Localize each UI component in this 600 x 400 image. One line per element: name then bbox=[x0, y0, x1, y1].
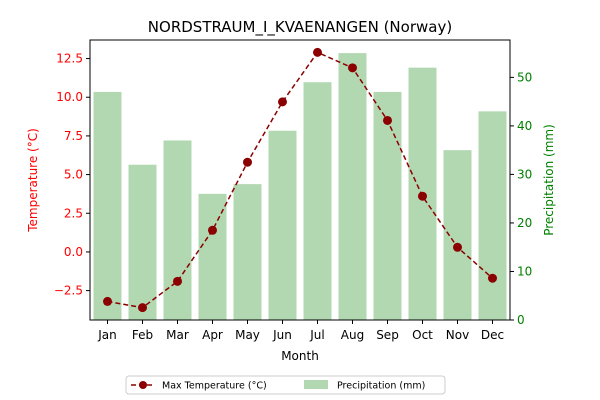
x-tick-label: Oct bbox=[412, 328, 433, 342]
left-tick-label: 10.0 bbox=[56, 90, 83, 104]
x-tick-label: Mar bbox=[166, 328, 189, 342]
plot-frame bbox=[89, 39, 511, 321]
precipitation-bar bbox=[443, 150, 472, 320]
precipitation-bar bbox=[163, 140, 192, 320]
right-tick-label: 0 bbox=[517, 313, 525, 327]
precipitation-bar bbox=[198, 193, 227, 320]
left-tick-label: 7.5 bbox=[64, 129, 83, 143]
left-tick-label: 2.5 bbox=[64, 206, 83, 220]
temperature-point bbox=[488, 273, 497, 283]
precipitation-bar bbox=[478, 111, 507, 320]
left-y-axis: −2.5 0.0 2.5 5.0 7.5 10.0 12.5 bbox=[54, 52, 90, 298]
x-tick-label: Aug bbox=[341, 328, 364, 342]
left-tick-label: −2.5 bbox=[54, 284, 83, 298]
right-tick-label: 20 bbox=[517, 216, 532, 230]
temperature-point bbox=[243, 157, 252, 167]
precipitation-bar bbox=[93, 91, 122, 321]
legend: Max Temperature (°C) Precipitation (mm) bbox=[125, 375, 446, 395]
temperature-point bbox=[278, 97, 287, 107]
temperature-point bbox=[103, 296, 112, 306]
temperature-point bbox=[313, 47, 322, 57]
temperature-line bbox=[103, 47, 497, 313]
precipitation-bar bbox=[268, 130, 297, 320]
legend-label-precipitation: Precipitation (mm) bbox=[337, 381, 425, 392]
right-y-axis: 0 10 20 30 40 50 bbox=[510, 70, 532, 327]
x-tick-label: Sep bbox=[376, 328, 399, 342]
temperature-point bbox=[138, 303, 147, 313]
legend-marker-swatch bbox=[139, 381, 147, 389]
temperature-point bbox=[453, 242, 462, 252]
right-tick-label: 40 bbox=[517, 119, 532, 133]
legend-bar-swatch bbox=[304, 380, 328, 389]
x-tick-label: Feb bbox=[132, 328, 153, 342]
temperature-point bbox=[208, 225, 217, 235]
right-tick-label: 50 bbox=[517, 70, 532, 84]
legend-label-temperature: Max Temperature (°C) bbox=[162, 381, 267, 392]
right-tick-label: 10 bbox=[517, 264, 532, 278]
temperature-point bbox=[173, 276, 182, 286]
chart-title: NORDSTRAUM_I_KVAENANGEN (Norway) bbox=[148, 18, 452, 37]
temperature-point bbox=[418, 191, 427, 201]
precipitation-bar bbox=[373, 91, 402, 321]
x-tick-label: Jul bbox=[309, 328, 324, 342]
left-tick-label: 5.0 bbox=[64, 168, 83, 182]
left-tick-label: 12.5 bbox=[56, 52, 83, 66]
x-tick-label: May bbox=[235, 328, 260, 342]
x-tick-label: Jun bbox=[272, 328, 292, 342]
x-axis-label: Month bbox=[281, 349, 319, 363]
right-y-axis-label: Precipitation (mm) bbox=[542, 124, 556, 236]
precipitation-bar bbox=[128, 164, 157, 320]
left-tick-label: 0.0 bbox=[64, 245, 83, 259]
right-tick-label: 30 bbox=[517, 167, 532, 181]
precipitation-bar bbox=[338, 53, 367, 320]
x-tick-label: Apr bbox=[202, 328, 223, 342]
precipitation-bar bbox=[303, 82, 332, 320]
temperature-point bbox=[348, 63, 357, 73]
x-tick-label: Dec bbox=[481, 328, 504, 342]
legend-frame bbox=[125, 375, 446, 395]
x-axis: Jan Feb Mar Apr May Jun Jul Aug Sep Oct Nov Dec bbox=[97, 320, 504, 342]
x-tick-label: Jan bbox=[97, 328, 117, 342]
temperature-series-line bbox=[107, 51, 493, 309]
precipitation-bar bbox=[233, 184, 262, 320]
x-tick-label: Nov bbox=[446, 328, 469, 342]
left-y-axis-label: Temperature (°C) bbox=[26, 128, 40, 233]
temperature-point bbox=[383, 115, 392, 125]
precipitation-bars bbox=[93, 53, 507, 321]
